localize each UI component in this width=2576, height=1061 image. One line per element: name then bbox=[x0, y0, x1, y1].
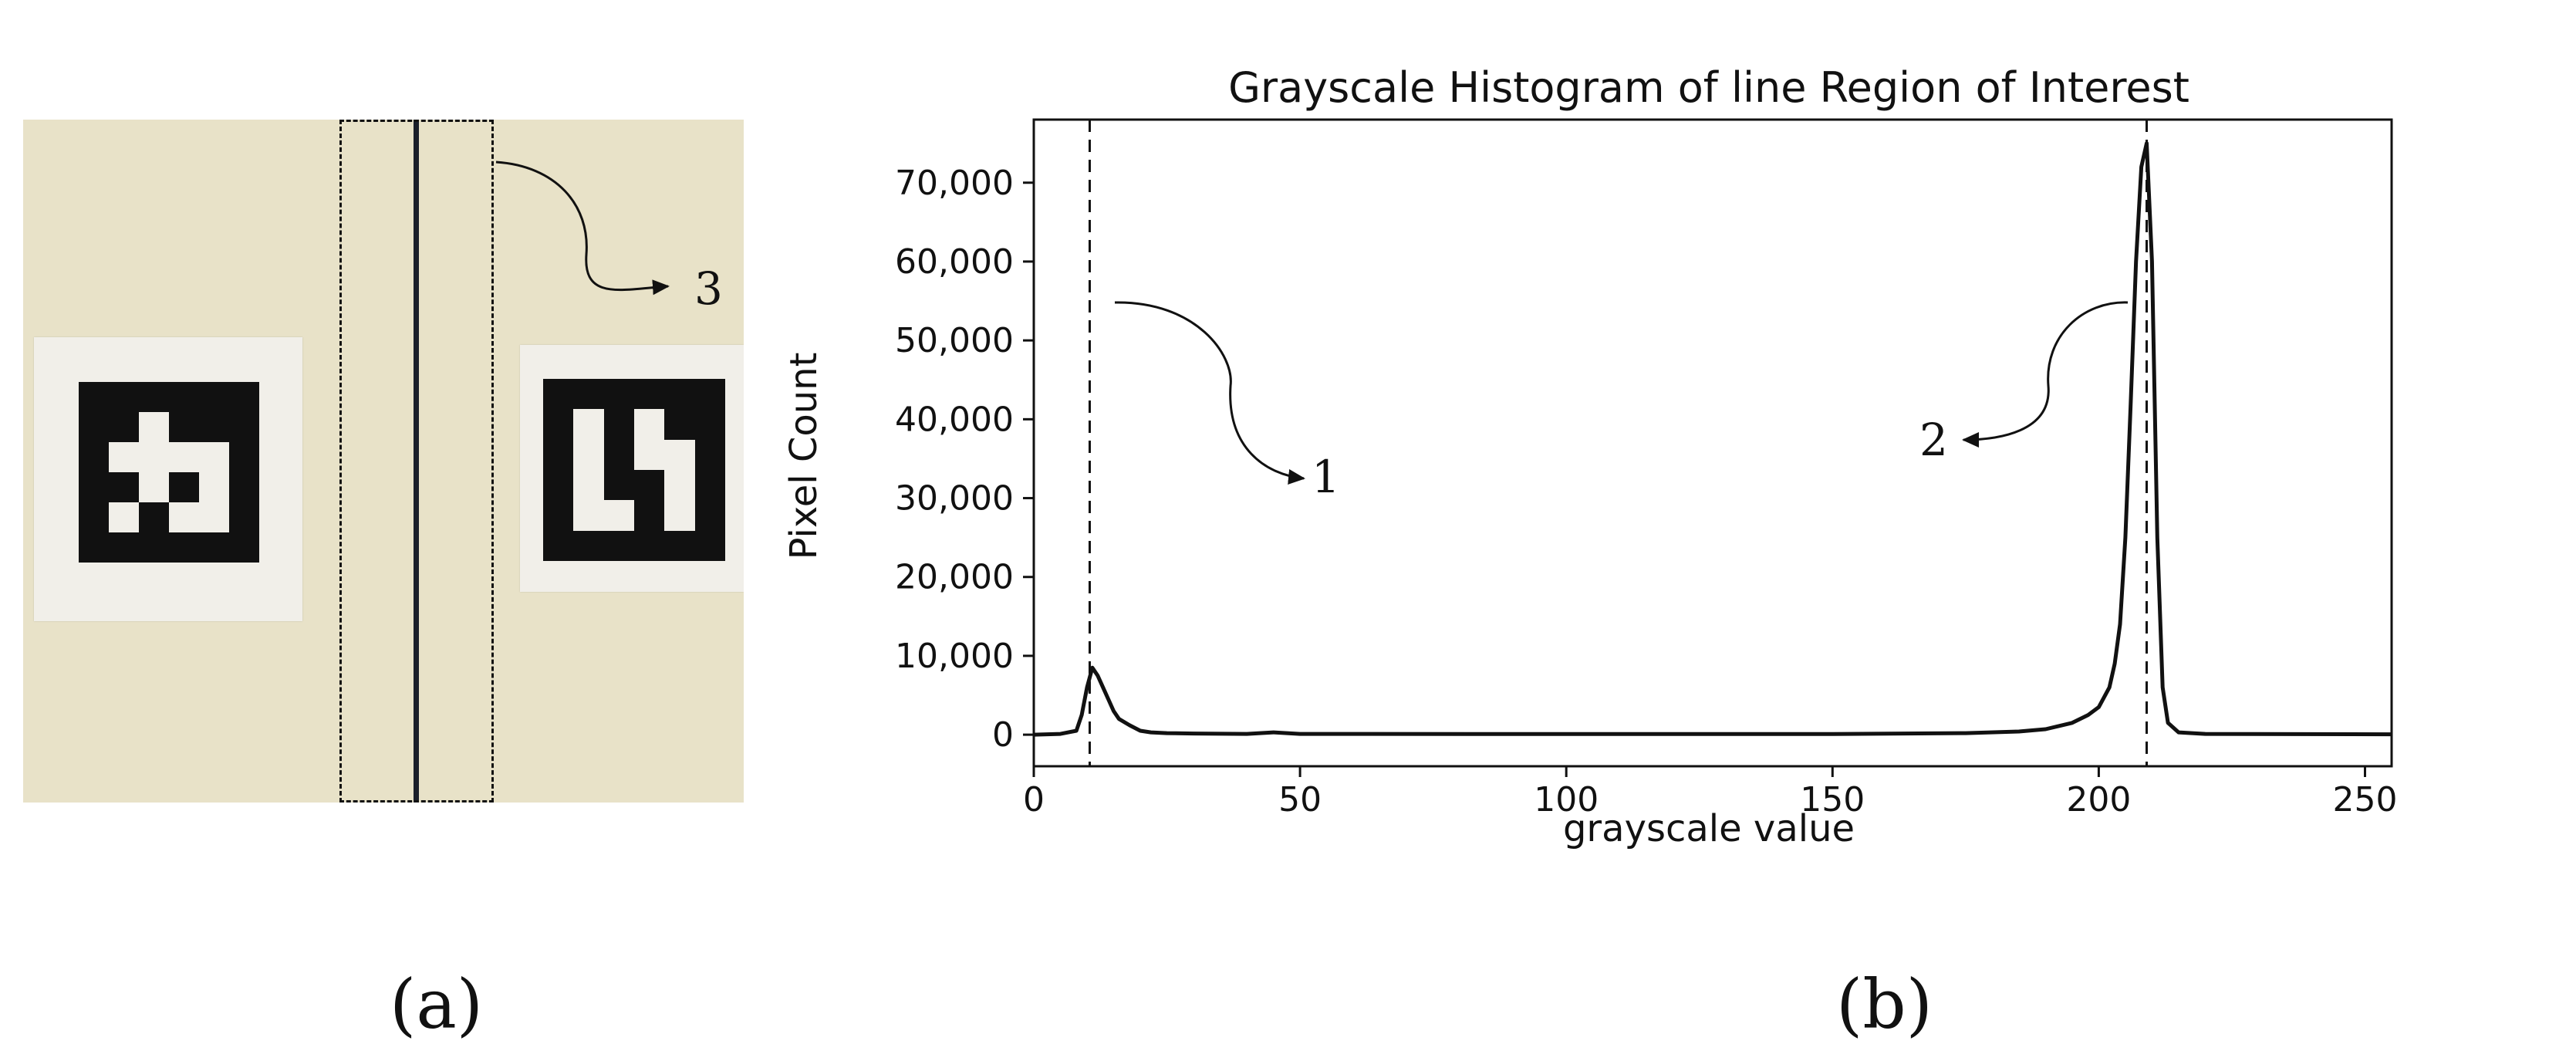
roi-dashed-box bbox=[339, 120, 494, 803]
y-axis-ticks: 0 10,000 20,000 30,000 40,000 50,000 60,000 70,… bbox=[895, 164, 1034, 755]
y-tick-label: 10,000 bbox=[895, 637, 1014, 676]
y-tick-label: 60,000 bbox=[895, 242, 1014, 282]
x-tick-label: 250 bbox=[2332, 780, 2397, 819]
histogram-line bbox=[1033, 141, 2392, 737]
chart-title: Grayscale Histogram of line Region of In… bbox=[1228, 63, 2189, 112]
histogram-chart: Grayscale Histogram of line Region of In… bbox=[782, 63, 2397, 850]
roi-callout-arrow bbox=[495, 161, 670, 296]
drawn-line bbox=[414, 120, 419, 803]
y-tick-label: 30,000 bbox=[895, 479, 1014, 519]
x-tick-label: 200 bbox=[2066, 780, 2131, 819]
y-tick-label: 20,000 bbox=[895, 558, 1014, 597]
plot-area-frame bbox=[1032, 118, 2393, 768]
x-tick-label: 50 bbox=[1278, 780, 1322, 819]
x-tick-label: 100 bbox=[1534, 780, 1599, 819]
y-axis-title: Pixel Count bbox=[782, 353, 825, 560]
annotation-arrow-2 bbox=[1962, 301, 2129, 448]
marker-pattern-right bbox=[543, 379, 725, 561]
annotation-label-1: 1 bbox=[1312, 451, 1340, 503]
aruco-marker-left bbox=[34, 337, 302, 621]
annotation-arrow-1 bbox=[1114, 301, 1305, 485]
peak-marker-lines bbox=[1088, 120, 2149, 766]
annotation-label-2: 2 bbox=[1919, 414, 1948, 466]
y-tick-label: 0 bbox=[992, 715, 1014, 755]
marker-pattern-left bbox=[79, 382, 259, 563]
y-tick-label: 40,000 bbox=[895, 400, 1014, 439]
panel-label-a: (a) bbox=[390, 965, 484, 1044]
y-tick-label: 50,000 bbox=[895, 321, 1014, 360]
panel-label-b: (b) bbox=[1836, 965, 1933, 1044]
x-tick-label: 150 bbox=[1800, 780, 1865, 819]
x-tick-label: 0 bbox=[1023, 780, 1045, 819]
x-axis-ticks: 0 50 100 150 200 250 bbox=[1023, 766, 2397, 819]
aruco-marker-right bbox=[520, 345, 744, 592]
roi-annotation-label: 3 bbox=[694, 262, 723, 315]
x-axis-title: grayscale value bbox=[1563, 807, 1855, 850]
peak-annotations: 1 2 bbox=[1114, 301, 2129, 503]
y-tick-label: 70,000 bbox=[895, 164, 1014, 203]
photo-panel bbox=[23, 120, 744, 803]
